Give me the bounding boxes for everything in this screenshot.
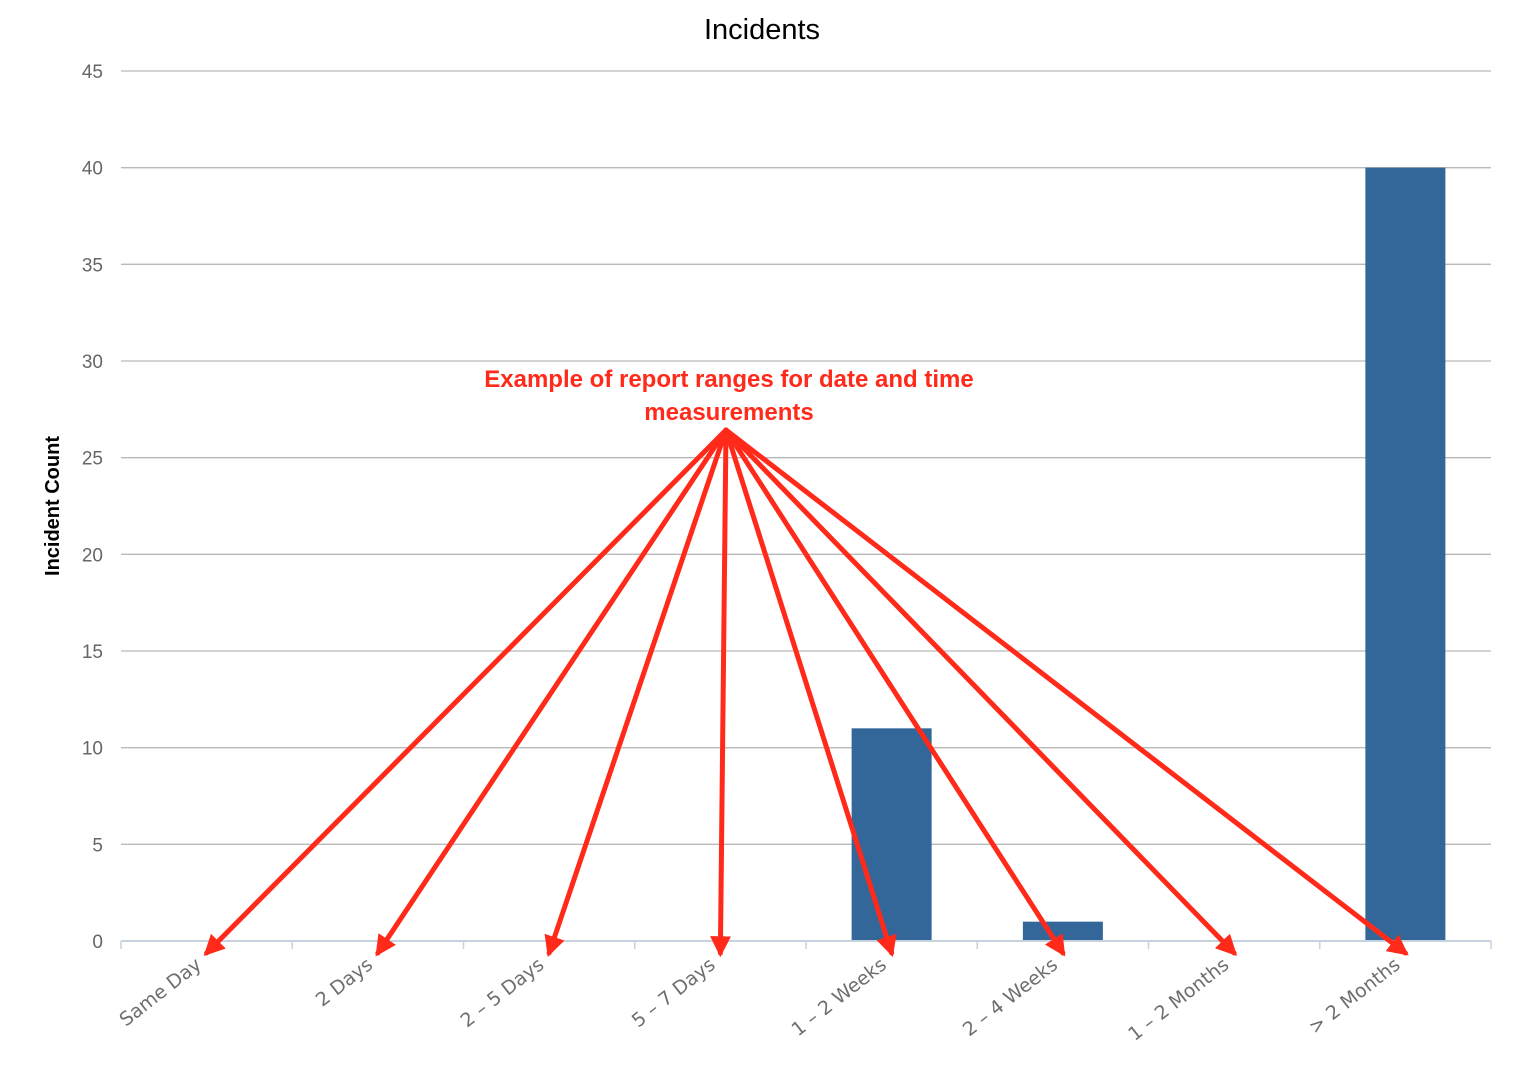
annotation-arrow xyxy=(203,427,729,956)
y-tick-10: 10 xyxy=(82,739,103,760)
annotation-text-line-1: Example of report ranges for date and ti… xyxy=(484,366,973,393)
chart-title: Incidents xyxy=(704,14,820,46)
x-tick-label: 5 – 7 Days xyxy=(628,954,720,1032)
annotation-arrow xyxy=(723,427,1238,957)
x-axis xyxy=(120,940,1492,949)
y-tick-labels: 0 5 10 15 20 25 30 35 40 45 xyxy=(82,62,103,953)
y-tick-30: 30 xyxy=(82,352,103,373)
annotation: Example of report ranges for date and ti… xyxy=(203,366,1409,958)
x-tick-labels: Same Day 2 Days 2 – 5 Days 5 – 7 Days 1 – 2 … xyxy=(115,954,1404,1046)
x-tick-label: 2 – 4 Weeks xyxy=(959,954,1062,1041)
annotation-arrow xyxy=(375,427,729,957)
y-tick-35: 35 xyxy=(82,255,103,276)
y-tick-45: 45 xyxy=(82,62,103,83)
annotation-text-line-2: measurements xyxy=(644,399,813,426)
y-tick-5: 5 xyxy=(92,835,103,856)
annotation-arrow xyxy=(544,427,729,957)
y-tick-25: 25 xyxy=(82,449,103,470)
x-tick-label: 1 – 2 Weeks xyxy=(788,954,891,1041)
y-tick-20: 20 xyxy=(82,545,103,566)
annotation-arrow xyxy=(723,427,1066,957)
x-tick-label: 2 – 5 Days xyxy=(456,954,548,1032)
bar-4 xyxy=(851,728,932,941)
x-tick-label: Same Day xyxy=(115,954,205,1031)
x-tick-label: 2 Days xyxy=(312,954,377,1012)
y-tick-40: 40 xyxy=(82,159,103,180)
gridlines xyxy=(121,70,1491,845)
y-tick-0: 0 xyxy=(92,932,103,953)
bar-5 xyxy=(1022,921,1103,941)
y-tick-15: 15 xyxy=(82,642,103,663)
annotation-arrow xyxy=(723,427,897,958)
x-tick-label: 1 – 2 Months xyxy=(1124,954,1233,1046)
x-tick-label: > 2 Months xyxy=(1305,954,1405,1039)
annotation-arrows xyxy=(203,427,1409,958)
y-axis-label: Incident Count xyxy=(42,436,64,576)
annotation-arrow xyxy=(710,427,732,958)
bar-7 xyxy=(1365,167,1446,941)
annotation-arrow xyxy=(723,427,1409,956)
